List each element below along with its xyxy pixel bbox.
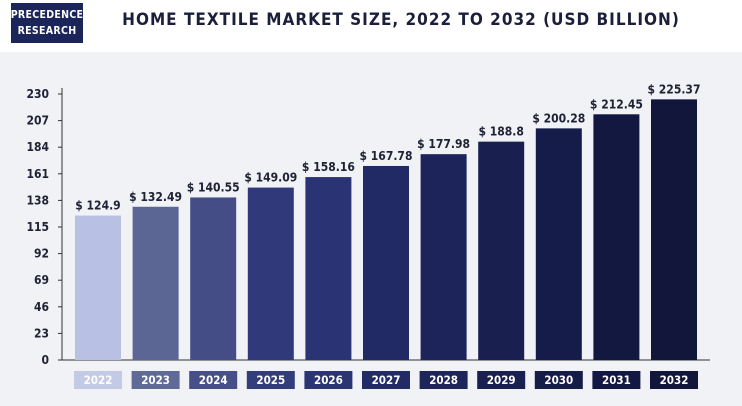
y-tick-label: 207 — [26, 114, 49, 128]
x-tick-label-2025: 2025 — [256, 373, 285, 387]
data-label-2030: $ 200.28 — [532, 111, 585, 125]
data-label-2031: $ 212.45 — [590, 97, 643, 111]
y-tick-label: 138 — [26, 193, 49, 207]
x-label-box-2024 — [189, 371, 238, 389]
x-tick-label-2027: 2027 — [372, 373, 401, 387]
x-tick-label-2028: 2028 — [429, 373, 458, 387]
x-tick-label-2032: 2032 — [660, 373, 689, 387]
x-label-box-2022 — [74, 371, 122, 389]
logo-line-2: RESEARCH — [17, 25, 77, 37]
bars-group: $ 124.9 $ 132.49 $ 140.55 $ 149.09 $ 158.16 $… — [75, 82, 700, 360]
precedence-research-logo: PRECEDENCE RESEARCH — [11, 3, 83, 43]
bar-2024 — [190, 197, 237, 360]
y-tick-label: 92 — [34, 247, 49, 261]
data-label-2028: $ 177.98 — [417, 137, 470, 151]
bar-2027 — [363, 165, 409, 360]
bar-2032 — [651, 99, 697, 360]
bar-2025 — [247, 187, 294, 360]
x-label-box-2023 — [131, 371, 180, 389]
data-label-2024: $ 140.55 — [187, 180, 240, 194]
x-label-box-2029 — [477, 371, 526, 389]
chart-title: HOME TEXTILE MARKET SIZE, 2022 TO 2032 (… — [122, 10, 680, 30]
bar-2022 — [75, 215, 121, 360]
x-label-box-2030 — [534, 371, 583, 389]
x-label-box-2027 — [362, 371, 410, 389]
bar-2026 — [305, 177, 352, 360]
x-tick-label-2029: 2029 — [487, 373, 516, 387]
bar-2031 — [593, 114, 640, 360]
data-label-2027: $ 167.78 — [360, 149, 413, 163]
x-label-box-2032 — [650, 371, 698, 389]
data-label-2025: $ 149.09 — [244, 171, 297, 185]
header-band: PRECEDENCE RESEARCH HOME TEXTILE MARKET … — [0, 0, 742, 50]
y-tick-label: 161 — [26, 167, 49, 181]
x-axis: 2022 2023 2024 2025 2026 2027 2028 2029 2030 2031… — [74, 371, 698, 389]
logo-line-1: PRECEDENCE — [10, 9, 84, 21]
x-tick-label-2031: 2031 — [602, 373, 631, 387]
y-tick-label: 184 — [26, 140, 49, 154]
x-label-box-2025 — [246, 371, 295, 389]
data-label-2032: $ 225.37 — [648, 82, 701, 96]
data-label-2023: $ 132.49 — [129, 190, 182, 204]
x-tick-label-2023: 2023 — [141, 373, 170, 387]
bar-2023 — [132, 206, 179, 360]
x-tick-label-2030: 2030 — [544, 373, 573, 387]
x-tick-label-2022: 2022 — [84, 373, 113, 387]
y-tick-label: 69 — [34, 273, 49, 287]
y-axis: 0 23 46 69 92 115 138 161 184 207 230 — [26, 87, 62, 367]
bar-2029 — [478, 141, 525, 360]
data-label-2026: $ 158.16 — [302, 160, 355, 174]
x-tick-label-2026: 2026 — [314, 373, 343, 387]
bar-2030 — [535, 128, 582, 360]
y-tick-label: 230 — [26, 87, 49, 101]
data-label-2029: $ 188.8 — [478, 125, 523, 139]
x-tick-label-2024: 2024 — [199, 373, 228, 387]
y-tick-label: 0 — [41, 353, 49, 367]
data-label-2022: $ 124.9 — [75, 199, 120, 213]
y-tick-label: 115 — [26, 220, 49, 234]
y-tick-label: 46 — [34, 300, 49, 314]
x-label-box-2031 — [592, 371, 641, 389]
x-label-box-2026 — [304, 371, 353, 389]
y-tick-label: 23 — [34, 326, 49, 340]
bar-2028 — [420, 154, 467, 360]
x-label-box-2028 — [419, 371, 468, 389]
